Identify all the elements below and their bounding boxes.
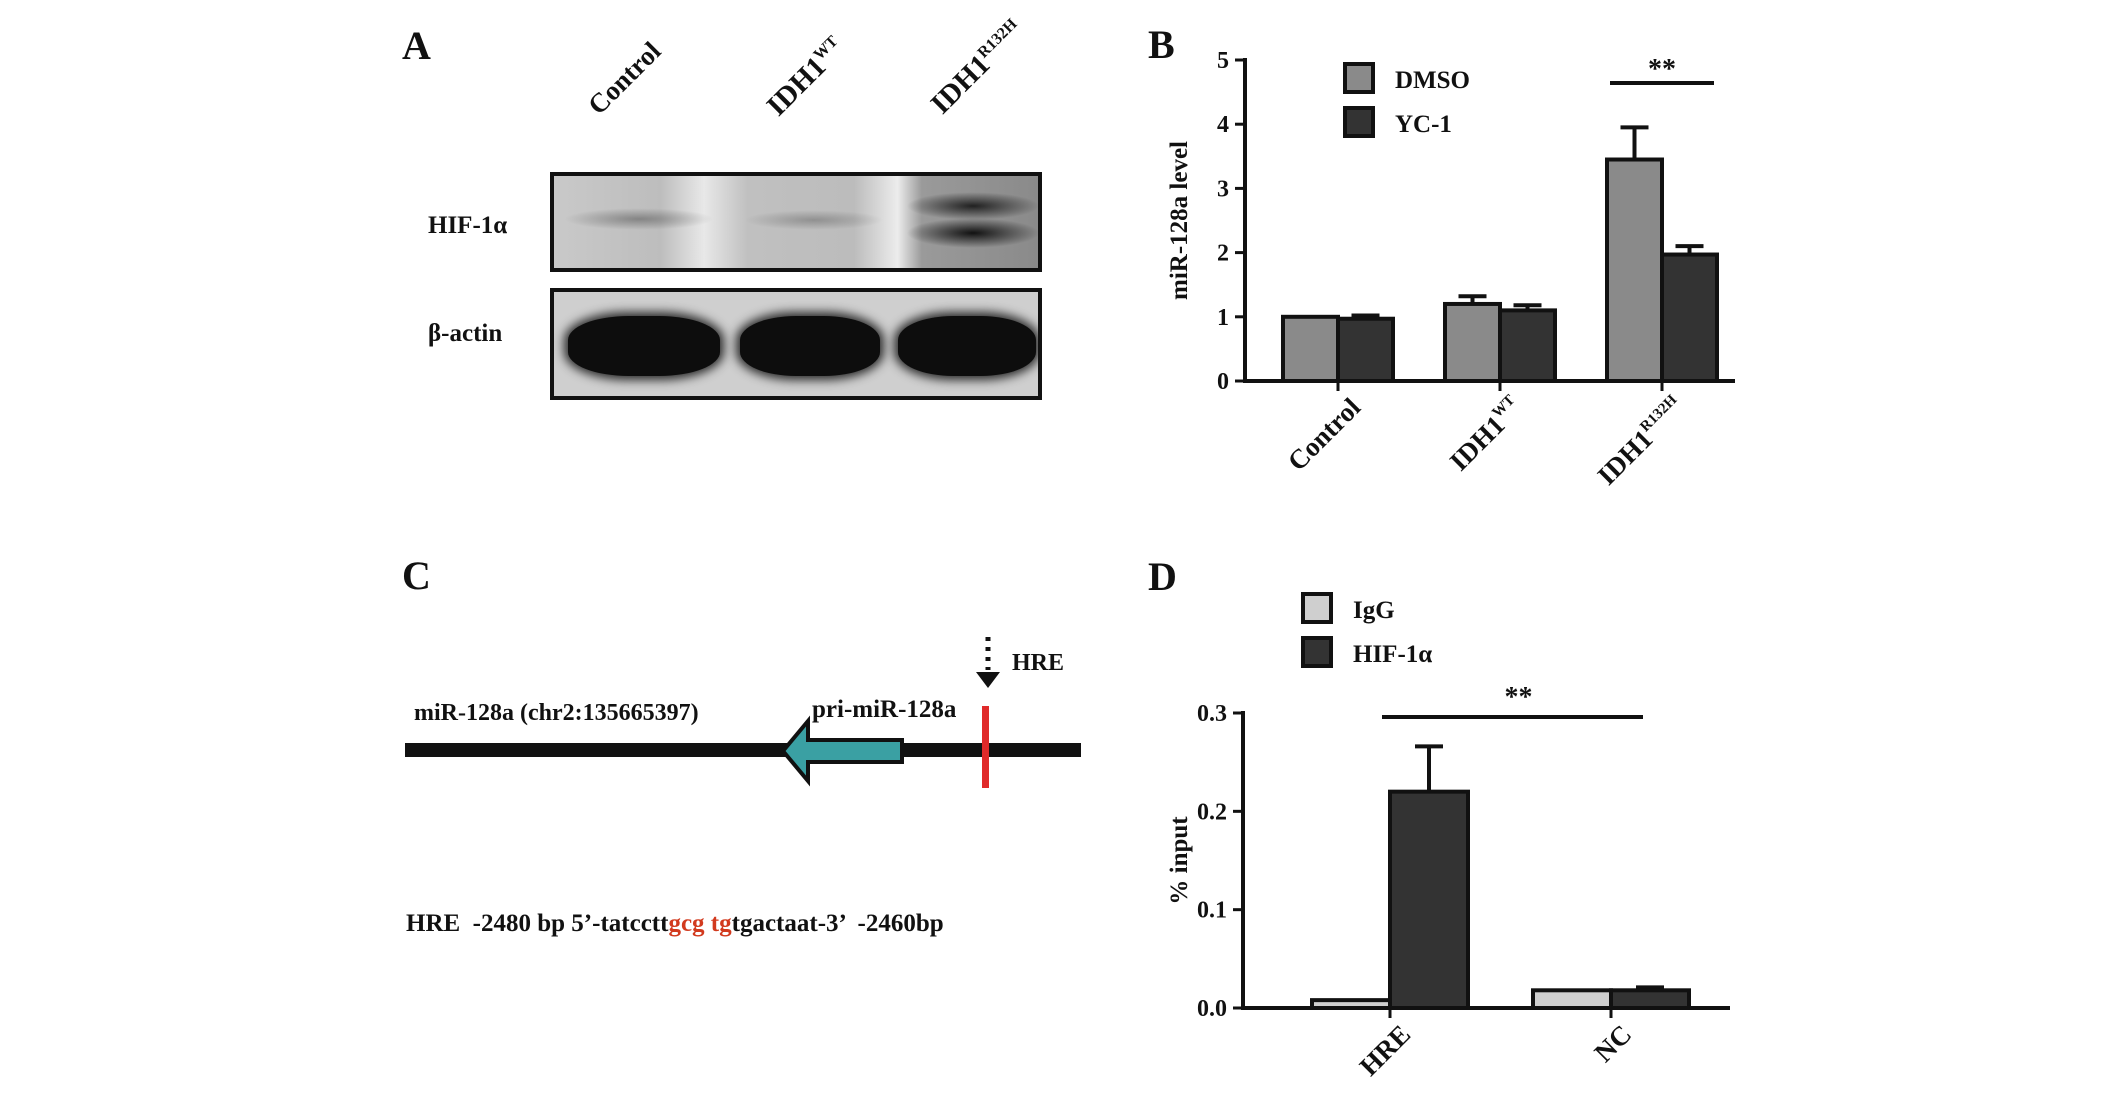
blot-beta-actin — [550, 288, 1042, 400]
significance-label: ** — [1648, 54, 1676, 85]
hre-label: HRE — [1012, 650, 1065, 676]
blot-band — [568, 316, 720, 376]
hre-site-mark — [982, 706, 989, 788]
legend-label: HIF-1α — [1353, 641, 1432, 668]
y-tick-label: 4 — [1217, 112, 1229, 138]
y-tick-label: 0.0 — [1197, 996, 1227, 1022]
legend-swatch — [1301, 636, 1333, 668]
chromosome-line — [405, 743, 1081, 757]
bar — [1388, 789, 1470, 1011]
blot-label-hif1a: HIF-1α — [428, 212, 508, 239]
panel-b-letter: B — [1148, 22, 1175, 67]
blot-band — [906, 192, 1038, 220]
x-tick-label-text: HRE — [1354, 1019, 1417, 1082]
significance-label: ** — [1505, 682, 1533, 713]
blot-band — [564, 208, 714, 230]
legend-swatch — [1343, 106, 1375, 138]
pri-mirna-arrow — [780, 715, 904, 787]
y-tick-label: 3 — [1217, 176, 1229, 202]
blot-hif1a — [550, 172, 1042, 272]
bar — [1498, 308, 1557, 384]
pri-mirna-label: pri-miR-128a — [812, 696, 957, 723]
panel-c-letter: C — [402, 553, 431, 598]
panel-d-letter: D — [1148, 554, 1177, 599]
x-tick-label: HRE — [1354, 1019, 1417, 1082]
legend-label: IgG — [1353, 597, 1395, 624]
legend-label: YC-1 — [1395, 111, 1452, 138]
blot-band — [898, 316, 1036, 376]
legend-swatch — [1343, 62, 1375, 94]
legend-swatch — [1301, 592, 1333, 624]
blot-band — [740, 316, 880, 376]
y-tick-label: 5 — [1217, 48, 1229, 74]
bar — [1660, 252, 1719, 383]
y-tick-label: 1 — [1217, 305, 1229, 331]
bar — [1605, 157, 1664, 383]
blot-band — [744, 210, 884, 230]
bar — [1531, 988, 1613, 1010]
bar — [1609, 988, 1691, 1010]
y-tick-label: 0.1 — [1197, 898, 1227, 924]
blot-band — [906, 218, 1038, 248]
x-tick-label-text: NC — [1588, 1019, 1637, 1068]
y-axis-label: miR-128a level — [1166, 141, 1193, 300]
panel-a-letter: A — [402, 23, 431, 68]
y-tick-label: 0 — [1217, 369, 1229, 395]
sequence-prefix: HRE -2480 bp 5’-tatcctt — [406, 910, 669, 937]
hre-arrowhead — [976, 672, 1000, 688]
hre-sequence: HRE -2480 bp 5’-tatccttgcg tgtgactaat-3’… — [406, 910, 944, 938]
y-tick-label: 2 — [1217, 241, 1229, 267]
bar — [1443, 301, 1502, 383]
bar — [1310, 998, 1392, 1011]
legend-label: DMSO — [1395, 67, 1470, 94]
sequence-motif: gcg tg — [668, 910, 732, 937]
y-tick-label: 0.2 — [1197, 799, 1227, 825]
blot-label-beta-actin: β-actin — [428, 320, 503, 347]
gene-label: miR-128a (chr2:135665397) — [414, 700, 699, 726]
bar — [1281, 314, 1340, 383]
y-tick-label: 0.3 — [1197, 701, 1227, 727]
sequence-suffix: tgactaat-3’ -2460bp — [731, 910, 944, 937]
x-tick-label: NC — [1588, 1019, 1637, 1068]
y-axis-label: % input — [1166, 816, 1193, 905]
bar — [1336, 316, 1395, 384]
